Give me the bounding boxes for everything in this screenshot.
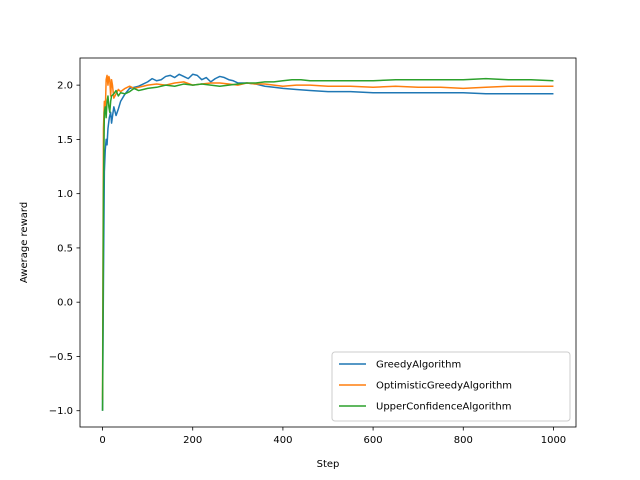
y-axis-ticks: −1.0 −0.5 0.0 0.5 1.0 1.5 2.0 bbox=[49, 81, 80, 417]
legend: GreedyAlgorithm OptimisticGreedyAlgorithm… bbox=[331, 351, 571, 422]
y-tick-label: 0.5 bbox=[57, 243, 73, 254]
series-line-2 bbox=[101, 74, 554, 400]
series-line-3 bbox=[101, 77, 554, 411]
legend-label: UpperConfidenceAlgorithm bbox=[376, 402, 511, 413]
y-tick-label: −0.5 bbox=[49, 352, 73, 363]
x-tick-label: 800 bbox=[454, 435, 473, 446]
x-tick-label: 0 bbox=[99, 435, 105, 446]
x-tick-label: 200 bbox=[183, 435, 202, 446]
x-axis-label: Step bbox=[317, 459, 340, 470]
x-tick-label: 400 bbox=[273, 435, 292, 446]
y-tick-label: 1.0 bbox=[57, 189, 73, 200]
y-tick-label: 1.5 bbox=[57, 135, 73, 146]
legend-label: GreedyAlgorithm bbox=[376, 360, 461, 371]
x-tick-label: 600 bbox=[364, 435, 383, 446]
plot-lines bbox=[101, 73, 554, 411]
legend-box bbox=[331, 351, 571, 422]
y-tick-label: −1.0 bbox=[49, 406, 73, 417]
y-tick-label: 2.0 bbox=[57, 81, 73, 92]
y-axis-label: Awerage reward bbox=[19, 202, 30, 283]
x-tick-label: 1000 bbox=[541, 435, 566, 446]
axes-frame bbox=[79, 57, 577, 428]
series-line-1 bbox=[101, 73, 554, 411]
y-tick-label: 0.0 bbox=[57, 298, 73, 309]
x-axis-ticks: 0 200 400 600 800 1000 bbox=[99, 427, 566, 446]
legend-label: OptimisticGreedyAlgorithm bbox=[376, 381, 512, 392]
